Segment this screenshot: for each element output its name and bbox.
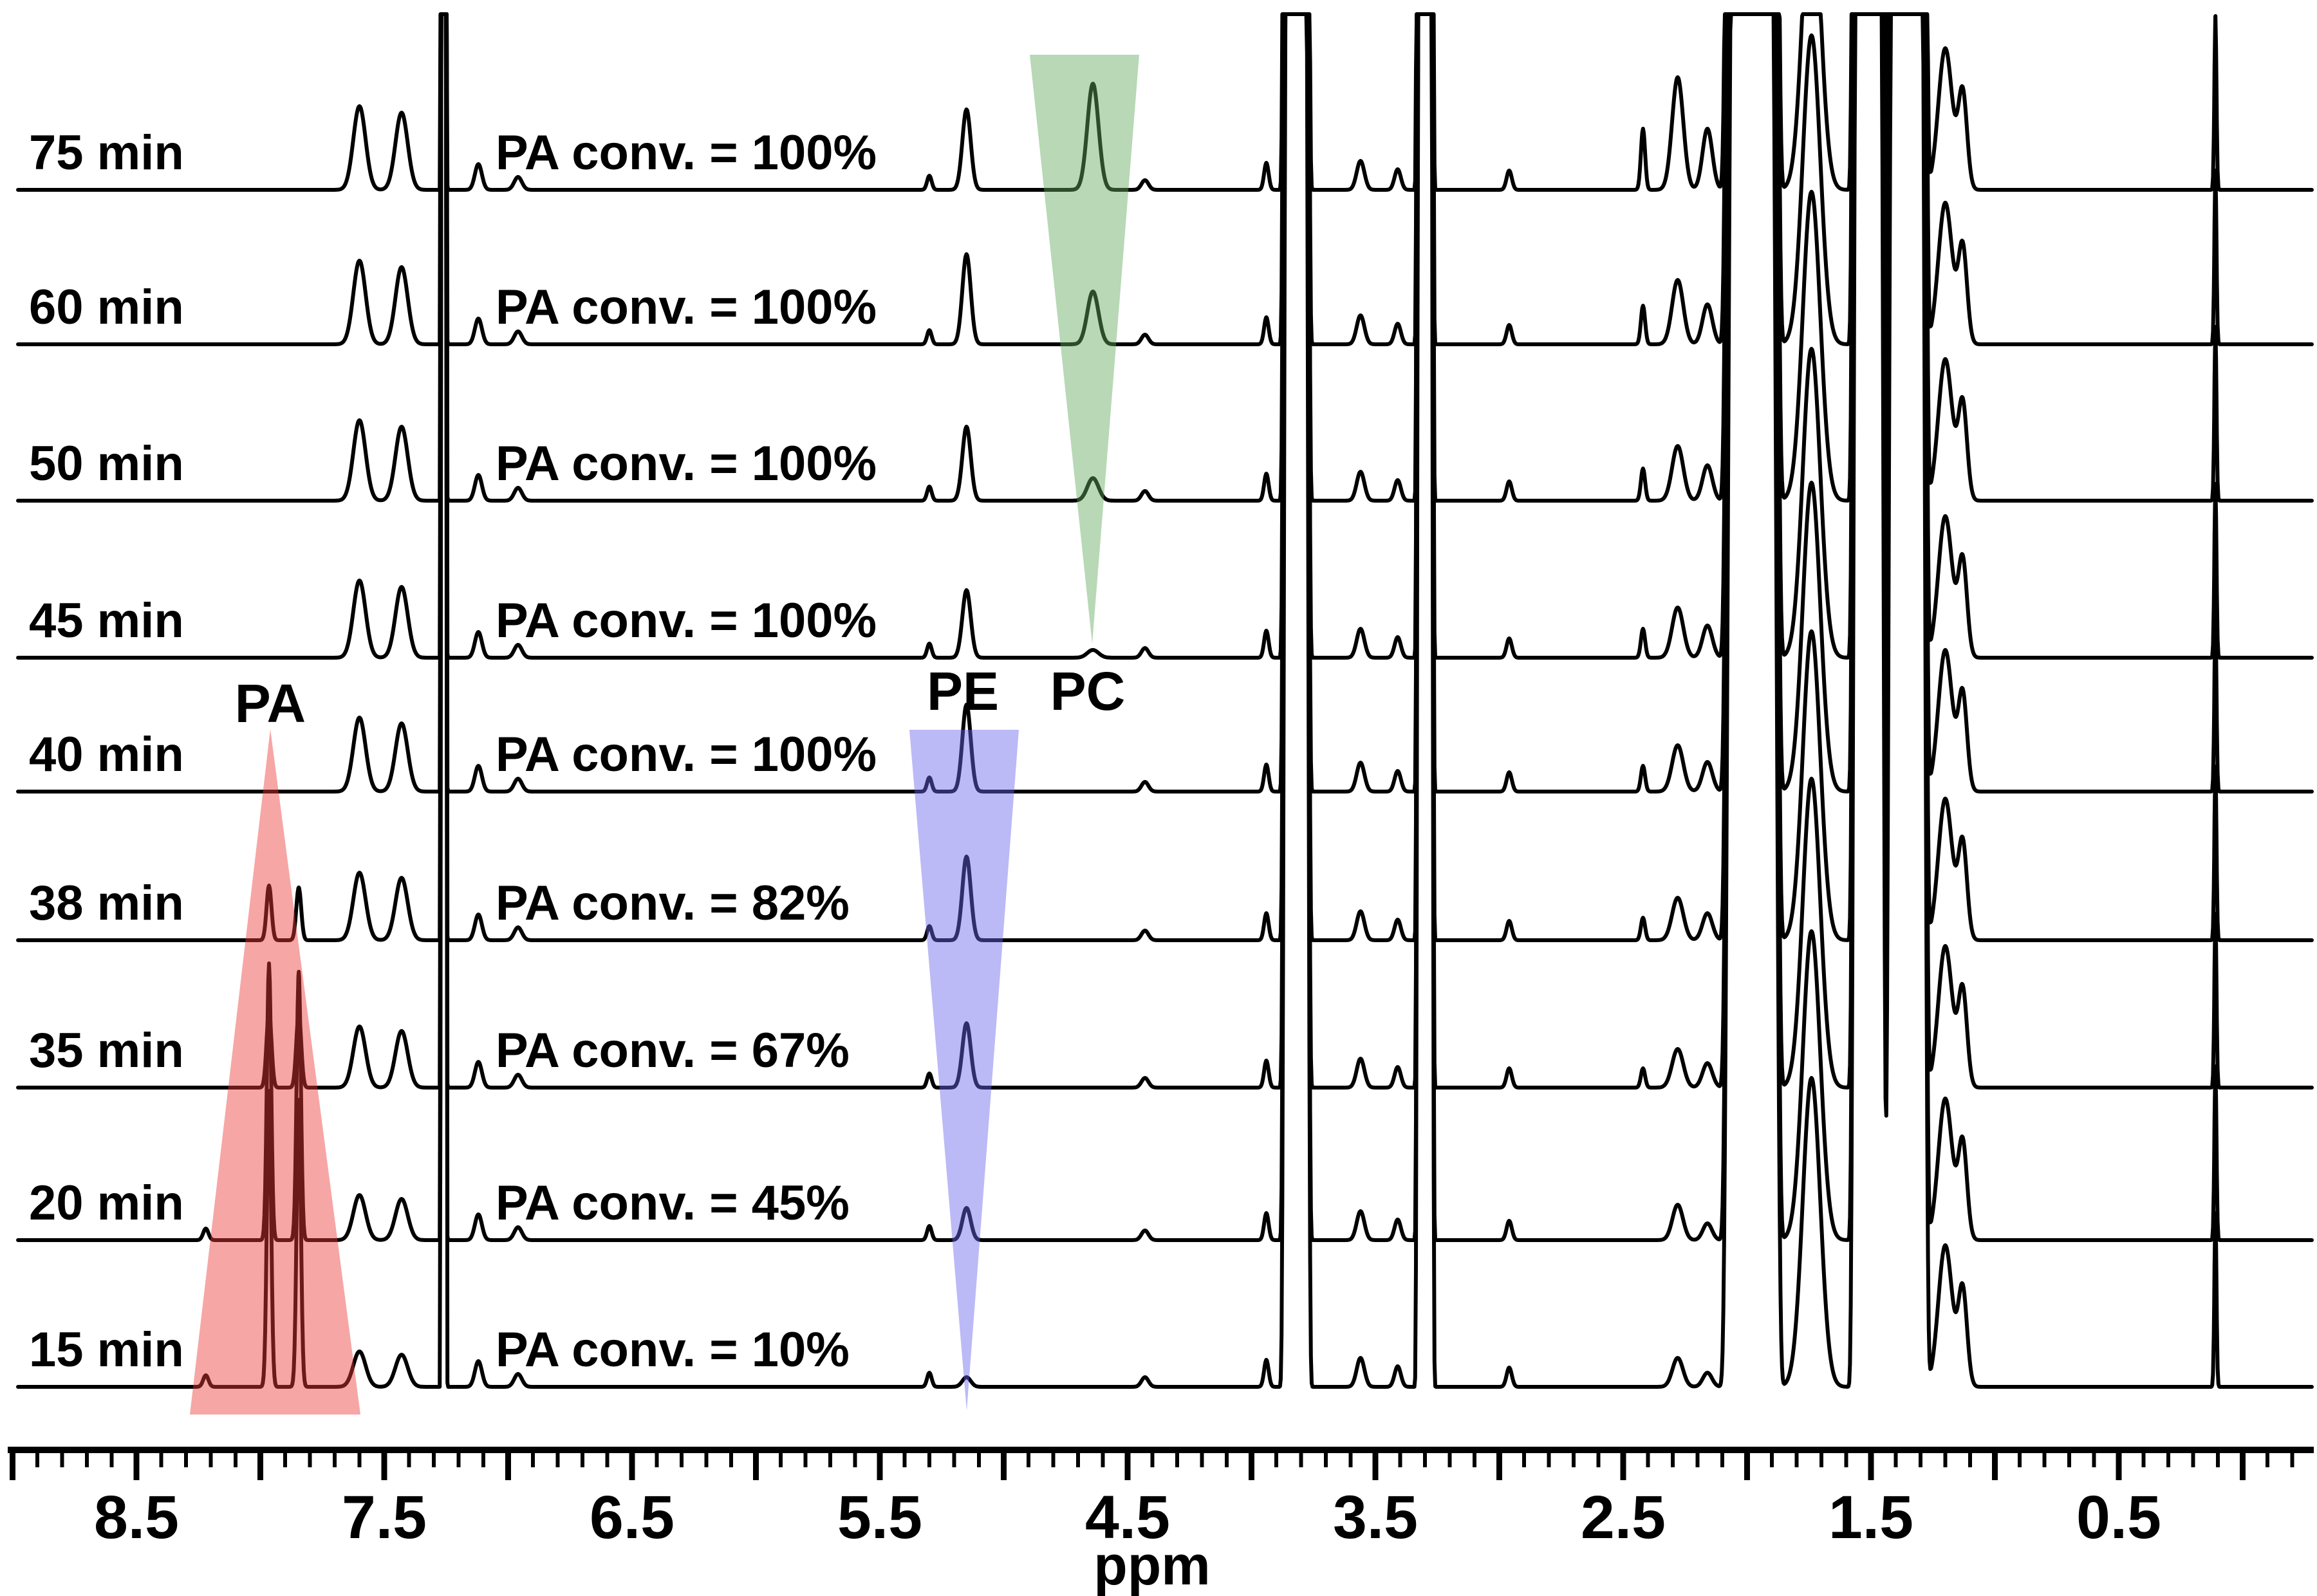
tick-label-7.5: 7.5 (342, 1483, 427, 1552)
nmr-trace-60-min (16, 12, 2314, 346)
tick-label-2.5: 2.5 (1581, 1483, 1666, 1552)
axis-group: 8.5 7.5 6.5 5.5 4.5 3.5 2.5 1.5 0.5 ppm (8, 1447, 2314, 1596)
time-label-38-min: 38 min (29, 876, 184, 931)
bands-group (190, 55, 1139, 1415)
time-label-20-min: 20 min (29, 1176, 184, 1230)
time-label-75-min: 75 min (29, 125, 184, 180)
conversion-label-15-min: PA conv. = 10% (496, 1322, 850, 1377)
conversion-label-20-min: PA conv. = 45% (496, 1176, 850, 1230)
time-label-50-min: 50 min (29, 436, 184, 491)
pa-species-label: PA (235, 673, 306, 734)
traces-group (16, 12, 2314, 1389)
time-label-35-min: 35 min (29, 1023, 184, 1078)
time-label-15-min: 15 min (29, 1322, 184, 1377)
time-label-40-min: 40 min (29, 727, 184, 782)
conversion-label-40-min: PA conv. = 100% (496, 727, 877, 782)
tick-label-3.5: 3.5 (1333, 1483, 1418, 1552)
tick-label-0.5: 0.5 (2076, 1483, 2161, 1552)
tick-label-8.5: 8.5 (94, 1483, 179, 1552)
tick-label-5.5: 5.5 (837, 1483, 922, 1552)
conversion-label-45-min: PA conv. = 100% (496, 593, 877, 648)
conversion-label-35-min: PA conv. = 67% (496, 1023, 850, 1078)
x-axis-title: ppm (1093, 1535, 1211, 1596)
pc-species-label: PC (1050, 661, 1126, 721)
conversion-label-38-min: PA conv. = 82% (496, 876, 850, 931)
tick-label-6.5: 6.5 (590, 1483, 675, 1552)
nmr-trace-75-min (16, 12, 2314, 192)
time-label-45-min: 45 min (29, 593, 184, 648)
pc-highlight-band (1030, 55, 1139, 644)
conversion-label-60-min: PA conv. = 100% (496, 280, 877, 335)
nmr-trace-35-min (16, 12, 2314, 1090)
tick-label-1.5: 1.5 (1828, 1483, 1913, 1552)
nmr-trace-15-min (16, 12, 2314, 1389)
labels-group: 75 min PA conv. = 100% 60 min PA conv. = 10… (29, 125, 1125, 1377)
pe-species-label: PE (927, 661, 999, 721)
conversion-label-50-min: PA conv. = 100% (496, 436, 877, 491)
conversion-label-75-min: PA conv. = 100% (496, 125, 877, 180)
time-label-60-min: 60 min (29, 280, 184, 335)
nmr-trace-50-min (16, 12, 2314, 503)
tick-label-4.5: 4.5 (1085, 1483, 1170, 1552)
pe-highlight-band (909, 730, 1019, 1411)
pa-highlight-band (190, 729, 360, 1415)
